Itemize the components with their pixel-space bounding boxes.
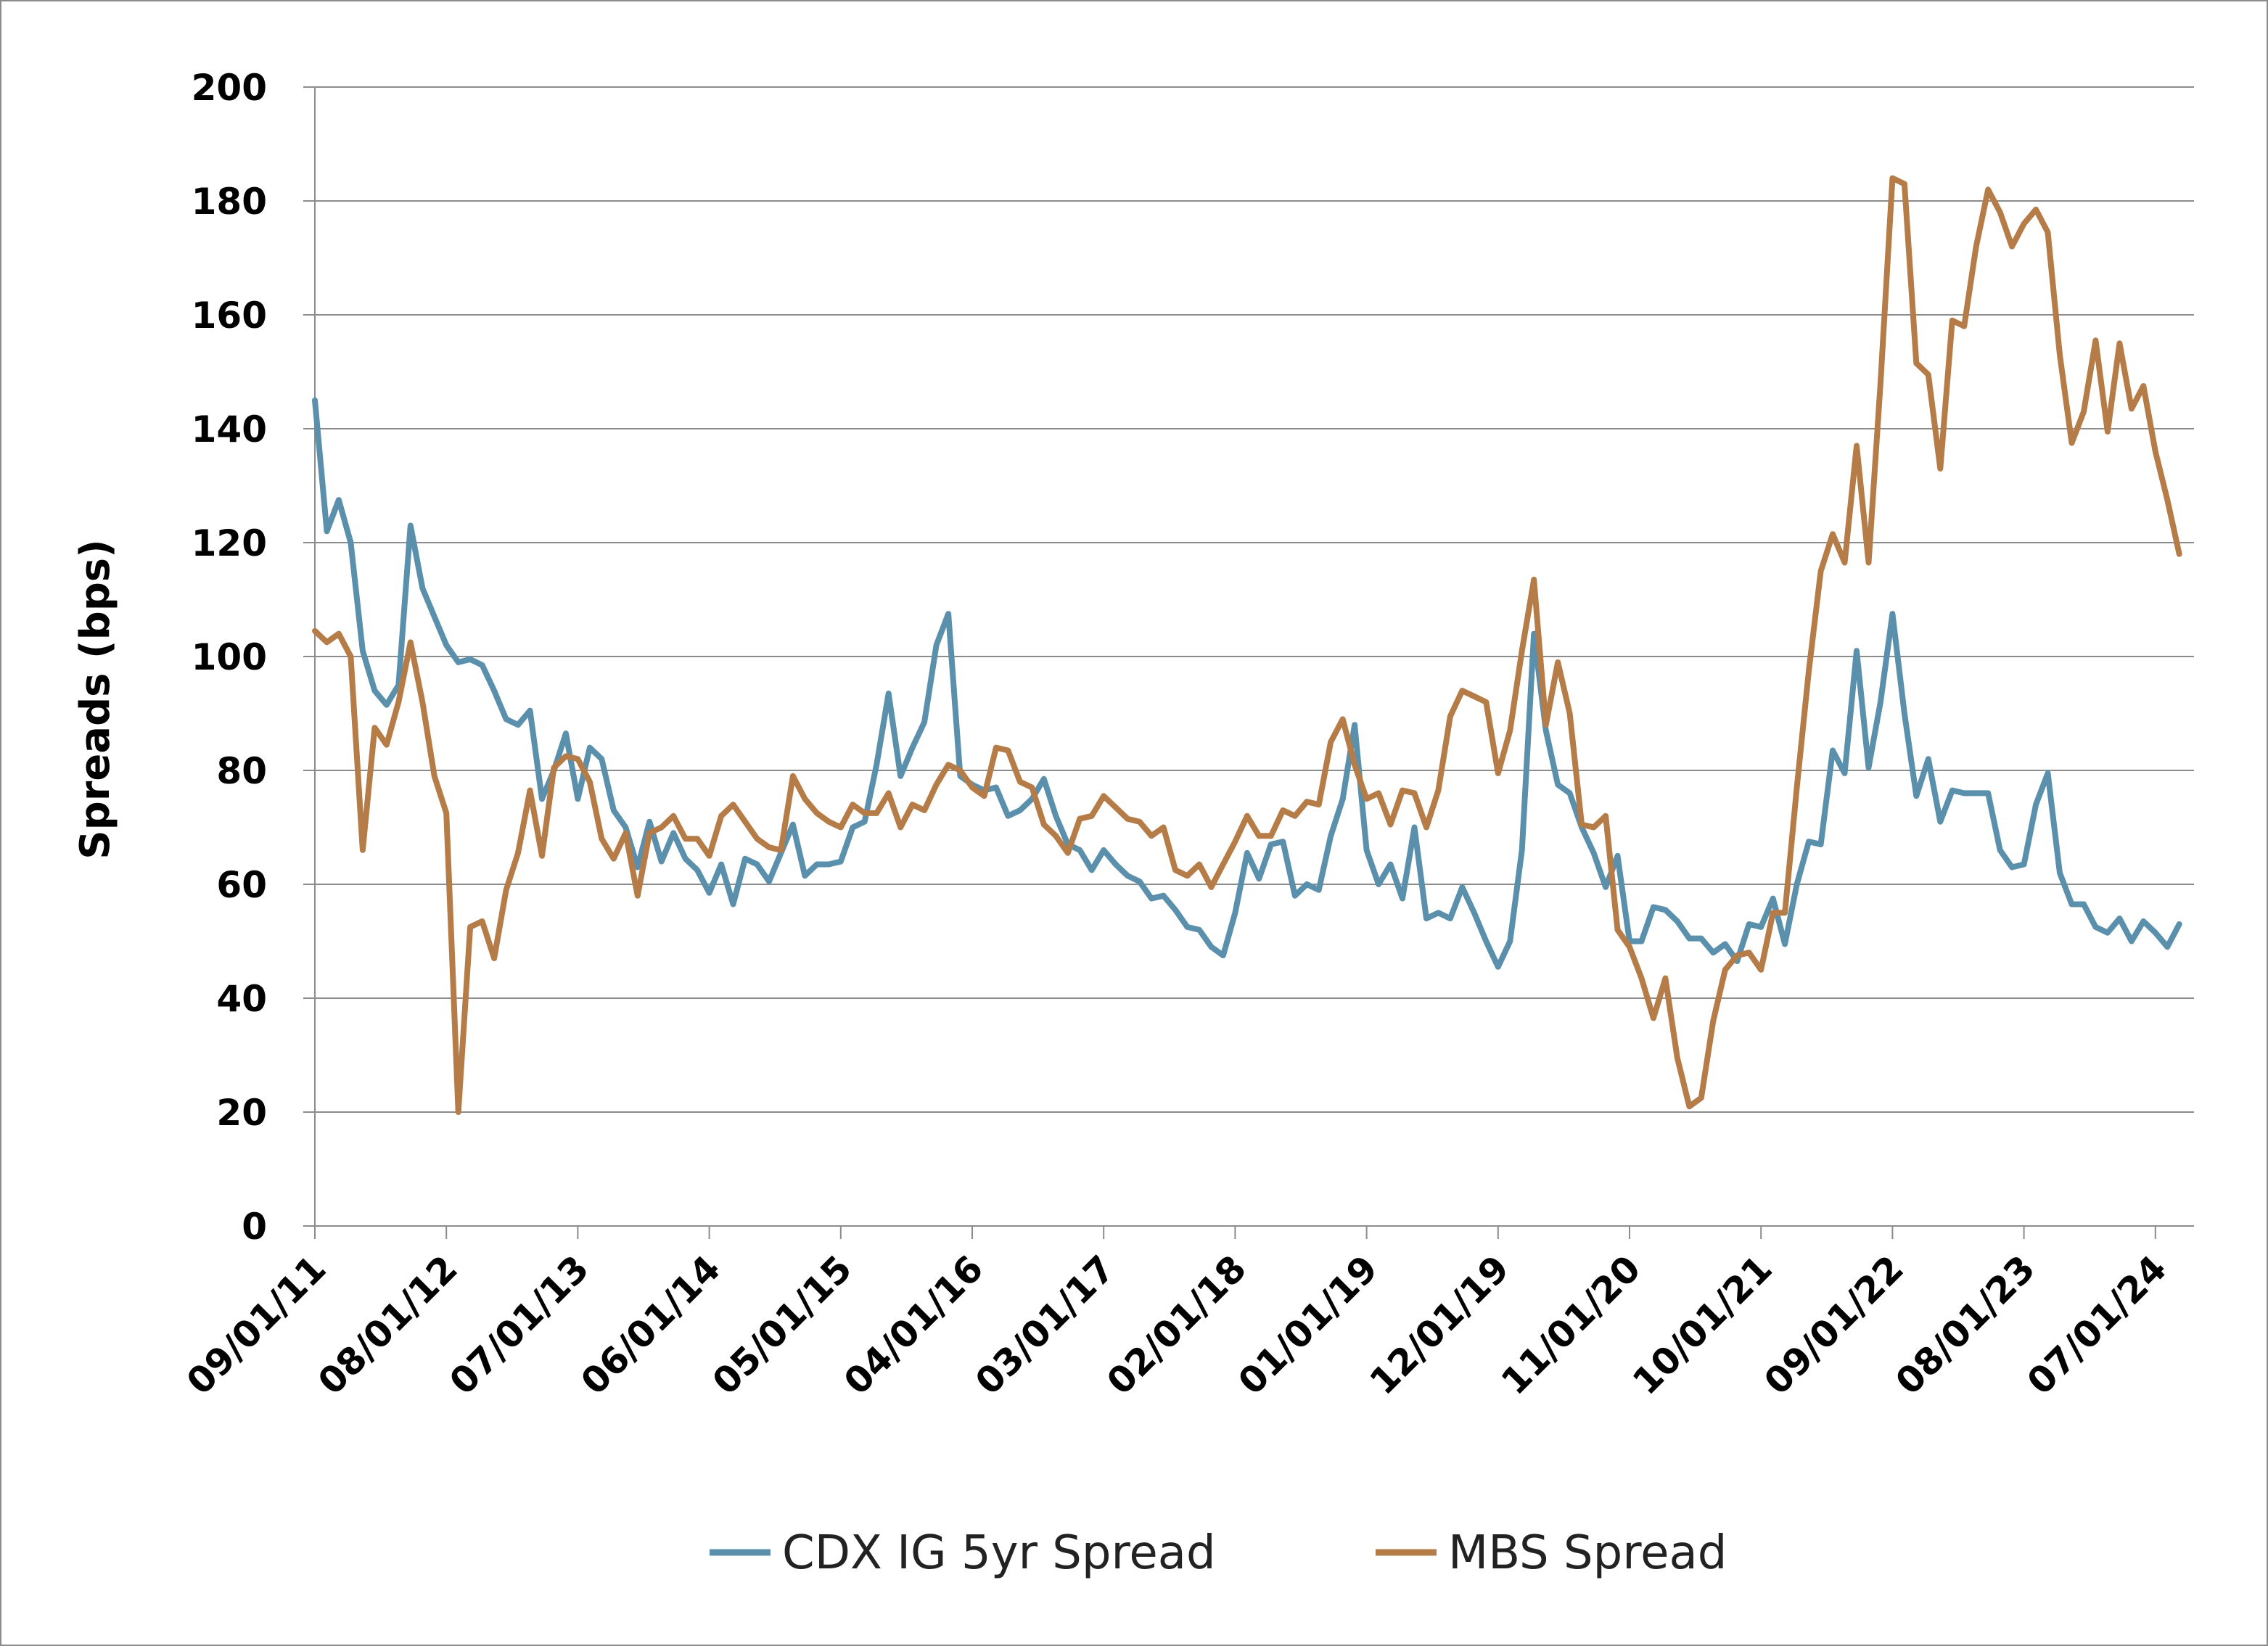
x-tick-label: 11/01/20 <box>1493 1247 1648 1402</box>
legend-label: CDX IG 5yr Spread <box>782 1526 1216 1580</box>
x-tick-label: 05/01/15 <box>704 1247 860 1402</box>
x-tick-label: 02/01/18 <box>1098 1247 1254 1402</box>
x-tick-label: 08/01/12 <box>310 1247 465 1402</box>
x-tick-label: 03/01/17 <box>967 1247 1122 1402</box>
series-lines <box>312 175 2182 1115</box>
y-tick-label: 60 <box>216 864 267 906</box>
y-tick-label: 180 <box>192 181 267 223</box>
x-tick-labels: 09/01/1108/01/1207/01/1306/01/1405/01/15… <box>178 1247 2174 1402</box>
y-axis-label: Spreads (bps) <box>72 539 119 859</box>
x-tick-label: 08/01/23 <box>1888 1247 2043 1402</box>
x-tick-label: 09/01/22 <box>1756 1247 1911 1402</box>
legend: CDX IG 5yr Spread MBS Spread <box>710 1526 1727 1580</box>
legend-label: MBS Spread <box>1448 1526 1727 1580</box>
series-line-cdx <box>312 397 2182 970</box>
x-tick-label: 01/01/19 <box>1230 1247 1386 1402</box>
x-tick-label: 10/01/21 <box>1624 1247 1780 1402</box>
y-tick-label: 20 <box>216 1092 267 1134</box>
y-tick-label: 0 <box>242 1206 267 1248</box>
x-tick-label: 04/01/16 <box>836 1247 991 1402</box>
y-tick-label: 140 <box>192 408 267 450</box>
y-tick-label: 200 <box>192 67 267 109</box>
axes <box>303 86 2194 1239</box>
series-line-mbs <box>312 175 2182 1115</box>
x-tick-label: 12/01/19 <box>1362 1247 1517 1402</box>
y-tick-label: 100 <box>192 636 267 678</box>
y-tick-label: 120 <box>192 522 267 564</box>
y-tick-labels: 0 20 40 60 80 100 120 140 160 180 200 <box>192 67 267 1248</box>
x-tick-label: 07/01/24 <box>2019 1247 2174 1402</box>
gridlines <box>315 86 2194 1113</box>
x-tick-label: 07/01/13 <box>441 1247 596 1402</box>
y-tick-label: 40 <box>216 978 267 1020</box>
x-tick-label: 09/01/11 <box>178 1247 334 1402</box>
x-tick-label: 06/01/14 <box>573 1247 728 1402</box>
y-tick-label: 80 <box>216 750 267 792</box>
y-tick-label: 160 <box>192 295 267 337</box>
